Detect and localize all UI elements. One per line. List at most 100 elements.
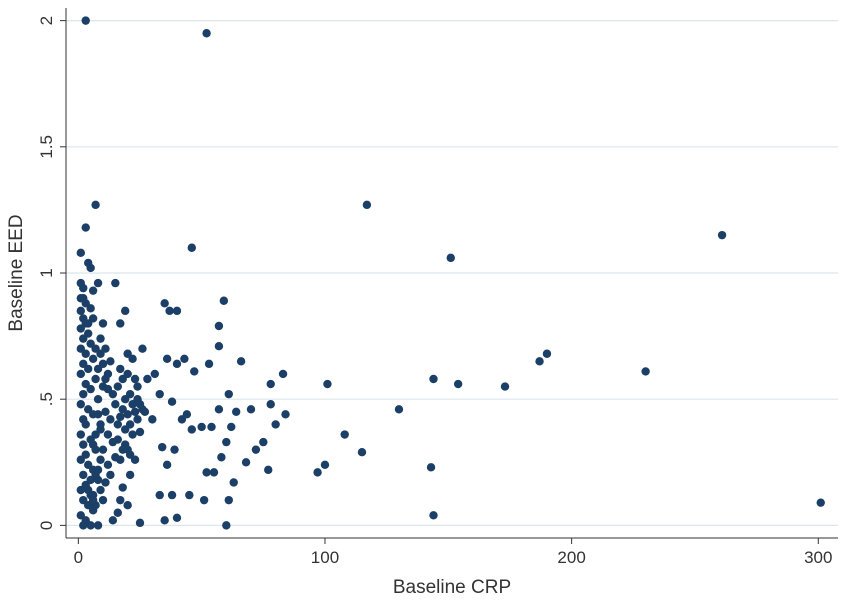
data-point (88, 354, 98, 364)
data-point (281, 410, 290, 419)
data-point (160, 516, 169, 525)
data-point (264, 465, 273, 475)
data-point (202, 468, 211, 477)
data-point (251, 445, 261, 454)
data-point (429, 511, 438, 520)
data-point (93, 394, 103, 404)
data-point (167, 397, 177, 406)
data-point (172, 359, 182, 369)
data-point (133, 415, 142, 424)
data-point (224, 389, 233, 399)
data-point (123, 369, 132, 379)
data-point (101, 407, 110, 417)
data-point (79, 440, 88, 449)
data-point (116, 364, 125, 374)
data-point (217, 453, 226, 462)
data-point (88, 440, 98, 449)
data-point (91, 344, 100, 353)
data-point (135, 427, 145, 437)
data-point (362, 200, 372, 210)
data-point (106, 470, 115, 480)
data-point (76, 455, 85, 464)
data-point (357, 447, 367, 457)
x-tick-label: 100 (311, 548, 339, 567)
data-point (96, 334, 105, 343)
data-point (446, 253, 455, 263)
data-point (108, 516, 118, 525)
gridlines (66, 20, 838, 526)
data-point (241, 458, 251, 467)
data-point (91, 374, 100, 384)
data-point (426, 463, 436, 472)
data-point (93, 521, 103, 530)
data-point (86, 304, 95, 313)
y-tick-label: 1 (37, 268, 56, 277)
data-point (135, 518, 145, 528)
data-point (113, 435, 122, 444)
data-point (76, 430, 85, 439)
data-point (155, 389, 164, 399)
data-point (125, 450, 135, 459)
data-point (340, 430, 349, 439)
data-point (88, 495, 98, 505)
y-axis: 0 .5 1 1.5 2 (37, 8, 67, 538)
data-point (641, 367, 650, 376)
data-point (79, 294, 88, 303)
x-axis: 0 100 200 300 (66, 537, 838, 567)
data-point (125, 389, 135, 399)
x-tick-label: 300 (804, 548, 832, 567)
data-point (236, 357, 246, 366)
data-point (170, 445, 179, 454)
data-point (320, 460, 330, 470)
data-point (138, 405, 147, 414)
data-point (83, 319, 93, 328)
data-point (148, 415, 157, 424)
data-point (120, 306, 130, 316)
data-point (185, 490, 194, 500)
data-point (130, 374, 140, 384)
data-point (165, 306, 174, 316)
data-point (79, 521, 88, 530)
data-point (542, 349, 552, 358)
data-point (83, 485, 93, 495)
data-point (93, 278, 103, 288)
data-point (111, 278, 120, 288)
data-point (79, 470, 88, 480)
data-point (222, 437, 231, 447)
data-point (76, 485, 85, 495)
data-point (187, 243, 196, 252)
data-point (150, 369, 159, 379)
data-point (227, 422, 236, 432)
data-point (453, 379, 463, 389)
data-point (323, 379, 332, 389)
data-point (98, 359, 108, 369)
data-point (106, 357, 115, 366)
data-point (259, 437, 268, 447)
data-point (180, 354, 189, 364)
data-point (101, 374, 110, 384)
data-point (246, 405, 256, 414)
data-point (224, 495, 233, 505)
data-point (103, 460, 113, 470)
data-points (76, 16, 825, 530)
data-point (116, 319, 125, 328)
data-point (103, 384, 113, 394)
data-point (103, 430, 113, 439)
data-point (113, 508, 122, 517)
data-point (429, 374, 438, 384)
data-point (207, 422, 216, 432)
data-point (86, 384, 95, 394)
data-point (76, 369, 85, 379)
data-point (81, 16, 90, 25)
data-point (214, 405, 224, 414)
y-tick-label: 2 (37, 16, 56, 25)
data-point (98, 445, 108, 454)
data-point (717, 230, 727, 240)
data-point (125, 420, 135, 429)
data-point (116, 455, 125, 464)
data-point (93, 410, 103, 419)
data-point (81, 223, 90, 232)
data-point (197, 422, 206, 432)
data-point (79, 389, 88, 399)
